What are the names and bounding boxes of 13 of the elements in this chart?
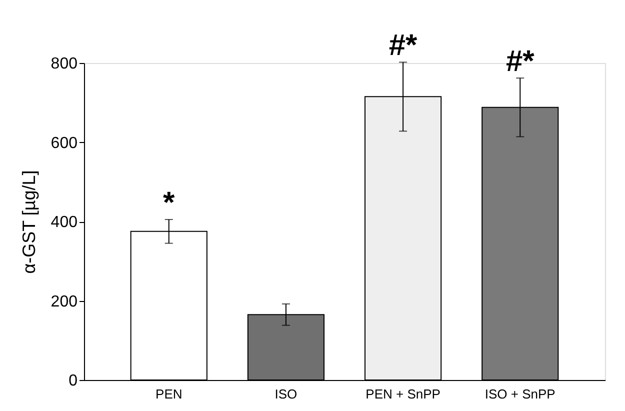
- annotation: #*: [506, 45, 535, 78]
- y-tick-label: 400: [50, 214, 78, 231]
- x-tick-label: PEN: [156, 386, 182, 402]
- y-tick-label: 600: [50, 134, 78, 152]
- x-tick-label: ISO + SnPP: [484, 386, 556, 402]
- x-tick-label: PEN + SnPP: [366, 386, 440, 402]
- y-tick-label: 200: [50, 293, 78, 310]
- y-tick-label: 800: [50, 56, 78, 72]
- y-tick-label: 0: [68, 372, 78, 390]
- x-tick-label: ISO: [274, 386, 298, 402]
- annotation: #*: [388, 29, 418, 62]
- y-axis-title: α-GST [µg/L]: [18, 170, 39, 274]
- annotation: *: [163, 186, 176, 220]
